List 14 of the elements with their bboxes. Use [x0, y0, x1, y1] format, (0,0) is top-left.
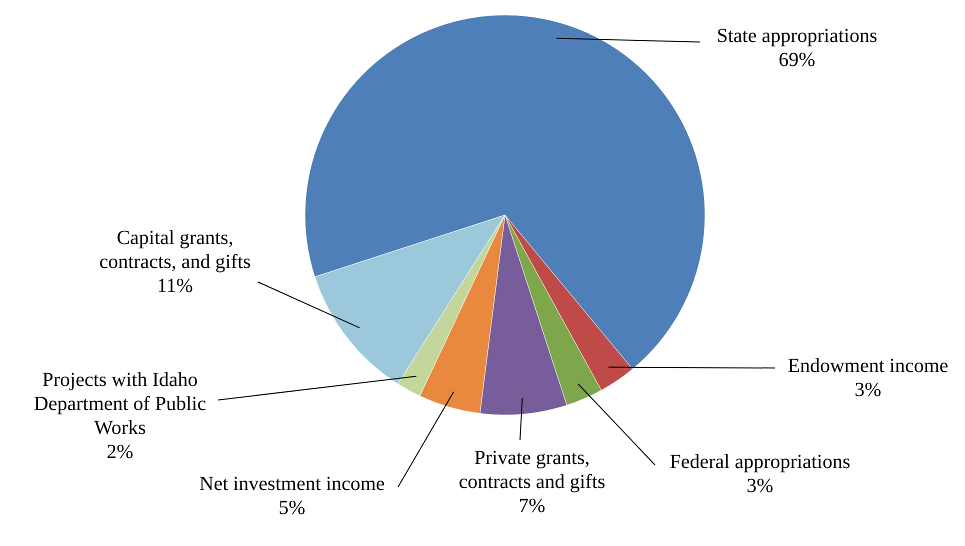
slice-label: Federal appropriations	[670, 451, 850, 473]
slice-label: Endowment income	[788, 355, 948, 377]
slice-label: Projects with Idaho Department of Public Works	[34, 369, 206, 439]
slice-label: Private grants, contracts and gifts	[458, 447, 606, 493]
data-label: 3%	[854, 379, 882, 401]
data-label: 11%	[157, 275, 193, 297]
data-label: 5%	[278, 497, 306, 519]
slice-label: Capital grants, contracts, and gifts	[99, 227, 252, 273]
data-label: 2%	[106, 441, 134, 463]
slice-label: State appropriations	[716, 25, 878, 47]
data-label: 69%	[778, 49, 816, 71]
slice-label: Net investment income	[199, 473, 385, 495]
data-label: 7%	[518, 495, 546, 517]
data-label: 3%	[746, 475, 774, 497]
